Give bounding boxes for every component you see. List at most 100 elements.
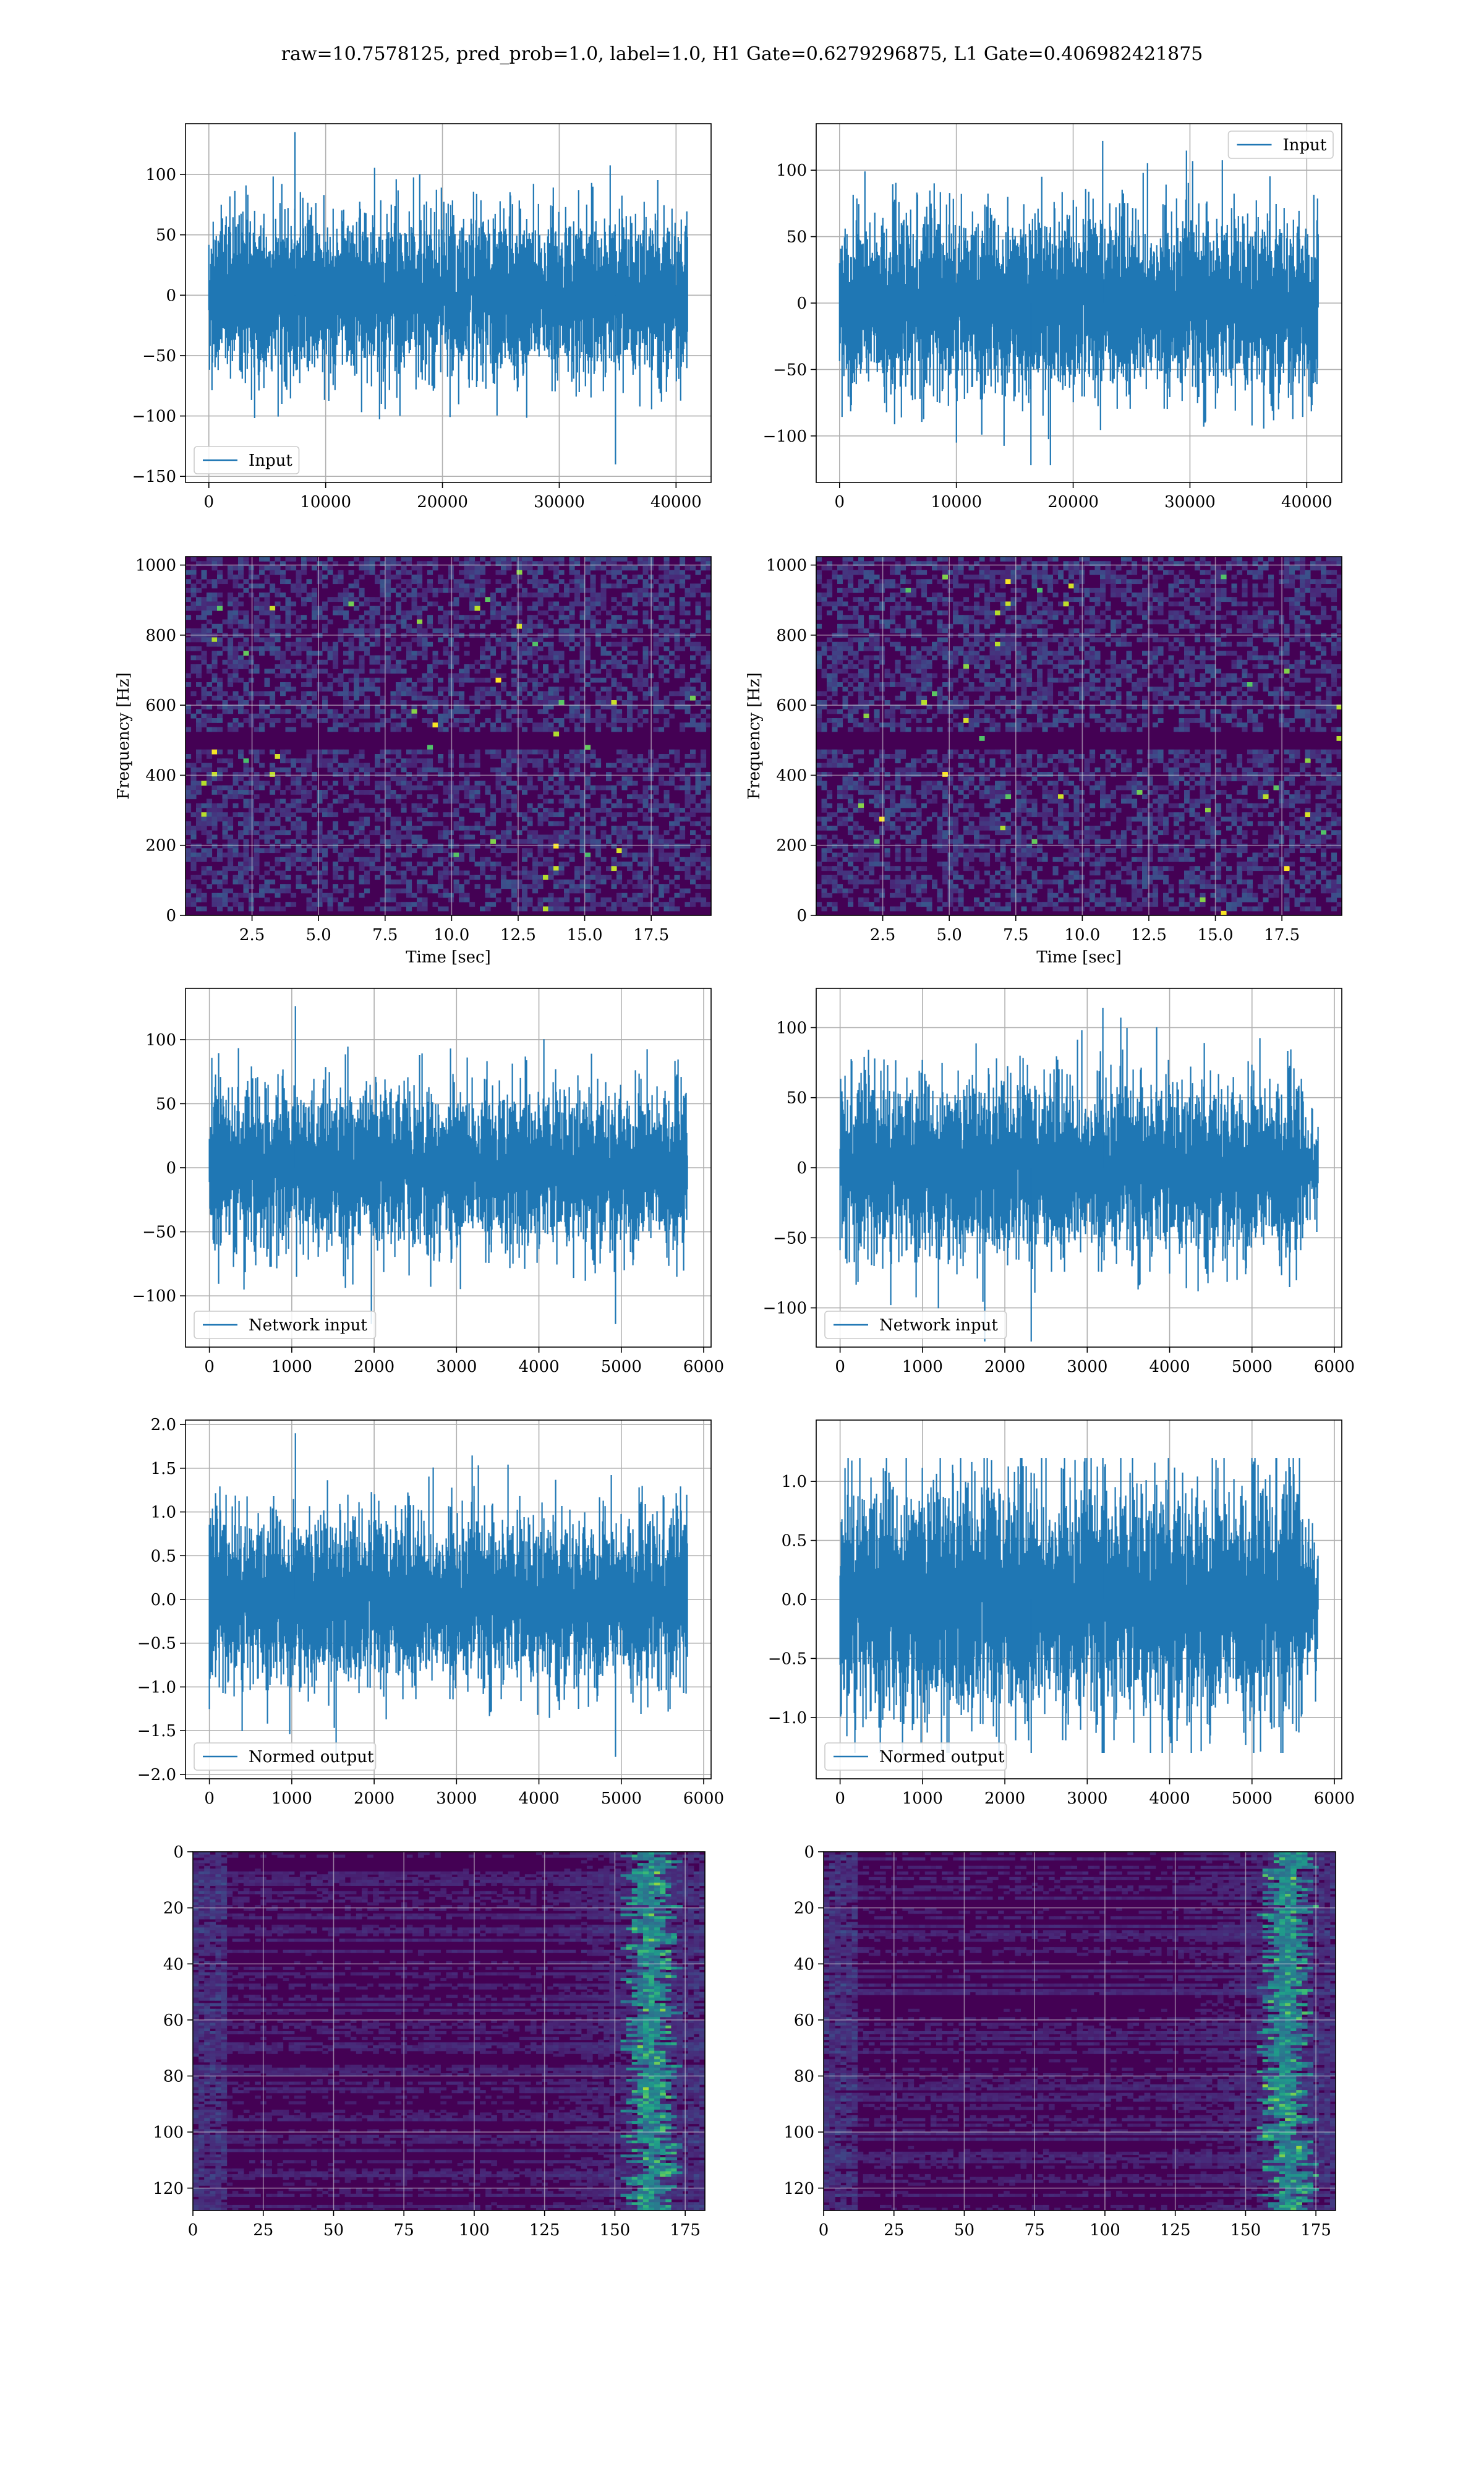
legend: Input	[1227, 131, 1334, 159]
x-tick-label: 1000	[902, 1789, 943, 1808]
y-tick-label: 100	[145, 1031, 176, 1050]
x-tick-label: 2.5	[239, 926, 265, 944]
y-tick-label: 100	[776, 1019, 807, 1037]
legend-label: Network input	[249, 1316, 367, 1335]
y-tick-label: −150	[132, 468, 176, 486]
y-tick-label: −100	[132, 1287, 176, 1306]
y-tick-label: 0	[166, 286, 176, 305]
y-tick-label: 60	[163, 2011, 184, 2030]
normed-output-h1-plot: 0 1000 2000 3000 4000 5000 6000 −2.0 −1.5 −1.0 −0.…	[137, 1416, 724, 1808]
legend: Network input	[824, 1311, 1007, 1339]
x-tick-label: 75	[1025, 2221, 1045, 2240]
x-tick-label: 3000	[436, 1789, 477, 1808]
x-tick-label: 17.5	[1264, 926, 1300, 944]
x-tick-label: 10000	[300, 493, 351, 511]
x-tick-label: 25	[253, 2221, 273, 2240]
y-tick-label: 120	[153, 2180, 184, 2198]
x-tick-label: 2000	[984, 1358, 1025, 1376]
figure-title: raw=10.7578125, pred_prob=1.0, label=1.0…	[0, 43, 1484, 65]
normed-output-l1-plot: 0 1000 2000 3000 4000 5000 6000 −1.0 −0.5 0.0 0.5 1…	[768, 1419, 1355, 1808]
legend: Input	[194, 446, 300, 474]
y-tick-label: 1.5	[151, 1460, 176, 1478]
y-tick-label: 100	[776, 161, 807, 180]
y-tick-label: −100	[763, 427, 807, 446]
y-tick-label: −100	[763, 1299, 807, 1318]
y-axis-label: Frequency [Hz]	[114, 672, 133, 800]
x-tick-label: 12.5	[1131, 926, 1167, 944]
y-tick-label: 400	[776, 766, 807, 785]
x-tick-label: 10.0	[1064, 926, 1100, 944]
y-tick-label: 400	[145, 766, 176, 785]
heatmap-image	[824, 1852, 1336, 2211]
x-tick-label: 6000	[1314, 1789, 1355, 1808]
x-tick-label: 2.5	[870, 926, 895, 944]
x-tick-label: 2000	[984, 1789, 1025, 1808]
x-axis-label: Time [sec]	[1036, 948, 1122, 967]
y-tick-label: 100	[145, 166, 176, 184]
y-tick-label: 1000	[766, 557, 807, 575]
x-tick-label: 3000	[436, 1358, 477, 1376]
y-tick-label: 0	[796, 294, 807, 313]
y-tick-label: 60	[794, 2011, 814, 2030]
legend-label: Normed output	[249, 1748, 374, 1766]
series-line	[839, 1017, 1319, 1342]
x-tick-label: 3000	[1067, 1789, 1107, 1808]
y-axis-label: Frequency [Hz]	[745, 672, 764, 800]
y-tick-label: 0	[796, 1159, 807, 1178]
legend: Normed output	[824, 1742, 1007, 1771]
y-tick-label: 50	[156, 1095, 176, 1113]
series-line	[838, 150, 1319, 466]
y-tick-label: 600	[145, 696, 176, 715]
y-tick-label: −0.5	[137, 1635, 176, 1653]
y-tick-label: 800	[145, 627, 176, 645]
y-tick-label: −1.0	[137, 1678, 176, 1697]
x-tick-label: 4000	[1149, 1789, 1190, 1808]
y-tick-label: −50	[773, 361, 807, 379]
x-tick-label: 20000	[417, 493, 468, 511]
axes-frame	[816, 556, 1342, 916]
x-tick-label: 5.0	[306, 926, 331, 944]
y-tick-label: 40	[794, 1955, 814, 1974]
y-tick-label: 50	[787, 1089, 807, 1108]
series-line	[208, 1455, 688, 1757]
heatmap-image	[816, 557, 1342, 915]
x-tick-label: 40000	[1281, 493, 1333, 511]
legend-label: Network input	[879, 1316, 998, 1335]
feature-map-h1-plot: 0 25 50 75 100 125 150 175 0 20 40 60 80 100 120	[153, 1843, 706, 2240]
x-tick-label: 10.0	[433, 926, 469, 944]
y-tick-label: 0	[796, 907, 807, 925]
y-tick-label: 20	[163, 1899, 184, 1918]
x-tick-label: 40000	[650, 493, 702, 511]
y-tick-label: 2.0	[151, 1416, 176, 1434]
y-tick-label: 100	[783, 2123, 814, 2142]
y-tick-label: 0	[166, 1159, 176, 1178]
y-tick-label: 80	[163, 2068, 184, 2086]
x-tick-label: 5000	[601, 1789, 642, 1808]
x-tick-label: 0	[835, 493, 845, 511]
grid-lines	[186, 557, 711, 916]
series-line	[208, 1039, 688, 1324]
axes-frame	[192, 1851, 706, 2211]
axes-frame	[185, 123, 712, 483]
y-tick-label: 0.5	[782, 1532, 807, 1551]
x-tick-label: 150	[1230, 2221, 1261, 2240]
y-tick-label: 80	[794, 2068, 814, 2086]
y-tick-label: 50	[156, 226, 176, 245]
x-tick-label: 50	[323, 2221, 344, 2240]
y-tick-label: 120	[783, 2180, 814, 2198]
x-tick-label: 75	[394, 2221, 414, 2240]
y-tick-label: −50	[142, 1223, 176, 1242]
x-tick-label: 175	[1300, 2221, 1331, 2240]
legend-label: Input	[1283, 136, 1327, 155]
y-tick-label: 0.0	[151, 1591, 176, 1609]
y-tick-label: 0.0	[782, 1591, 807, 1609]
y-tick-label: 600	[776, 696, 807, 715]
input-h1-plot: 0 10000 20000 30000 40000 −150 −100 −50 0 50 100 In…	[132, 123, 712, 511]
grid-lines	[823, 1851, 1336, 2211]
x-tick-label: 5000	[1232, 1358, 1273, 1376]
x-tick-label: 7.5	[372, 926, 398, 944]
x-tick-label: 1000	[902, 1358, 943, 1376]
axes-frame	[823, 1851, 1336, 2211]
series-line	[839, 1458, 1319, 1753]
x-tick-label: 25	[884, 2221, 904, 2240]
